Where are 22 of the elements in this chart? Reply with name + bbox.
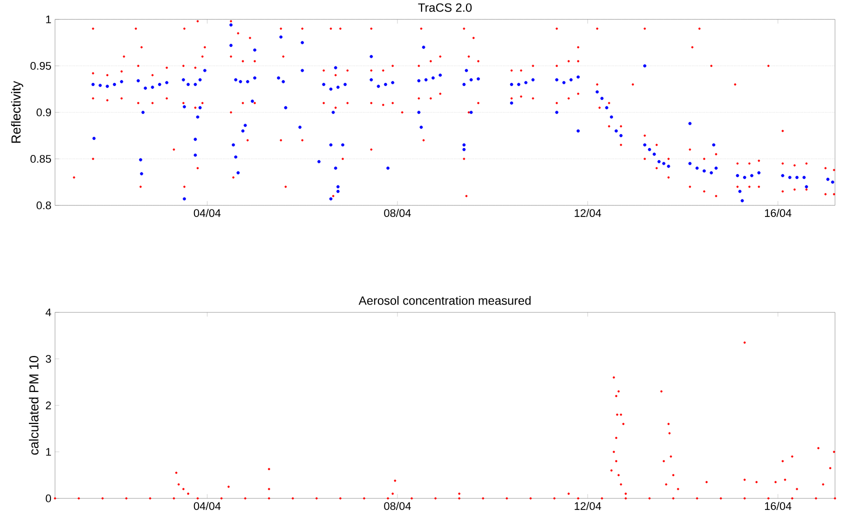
y-tick-label: 0.8 (36, 201, 51, 210)
y-axis-title: calculated PM 10 (28, 356, 38, 454)
chart-title: TraCS 2.0 (418, 3, 472, 12)
x-tick-label: 08/04 (384, 208, 411, 217)
y-tick-label: 0.95 (30, 62, 51, 70)
x-tick-label: 12/04 (574, 208, 602, 217)
y-tick-label: 0 (46, 494, 52, 502)
x-tick-label: 08/04 (384, 502, 411, 510)
x-tick-label: 04/04 (194, 208, 221, 217)
chart-title: Aerosol concentration measured (358, 296, 531, 305)
x-tick-label: 12/04 (574, 502, 602, 510)
y-tick-label: 0.85 (30, 154, 51, 163)
x-tick-label: 16/04 (765, 208, 792, 217)
y-tick-label: 1 (46, 448, 51, 456)
y-axis-title: Reflectivity (11, 80, 24, 143)
y-tick-label: 2 (46, 401, 51, 410)
y-tick-label: 4 (46, 308, 52, 316)
y-tick-label: 0.9 (36, 108, 51, 116)
x-tick-label: 04/04 (194, 502, 221, 510)
y-tick-label: 1 (46, 15, 51, 23)
y-tick-label: 3 (46, 354, 51, 363)
x-tick-label: 16/04 (765, 502, 792, 510)
